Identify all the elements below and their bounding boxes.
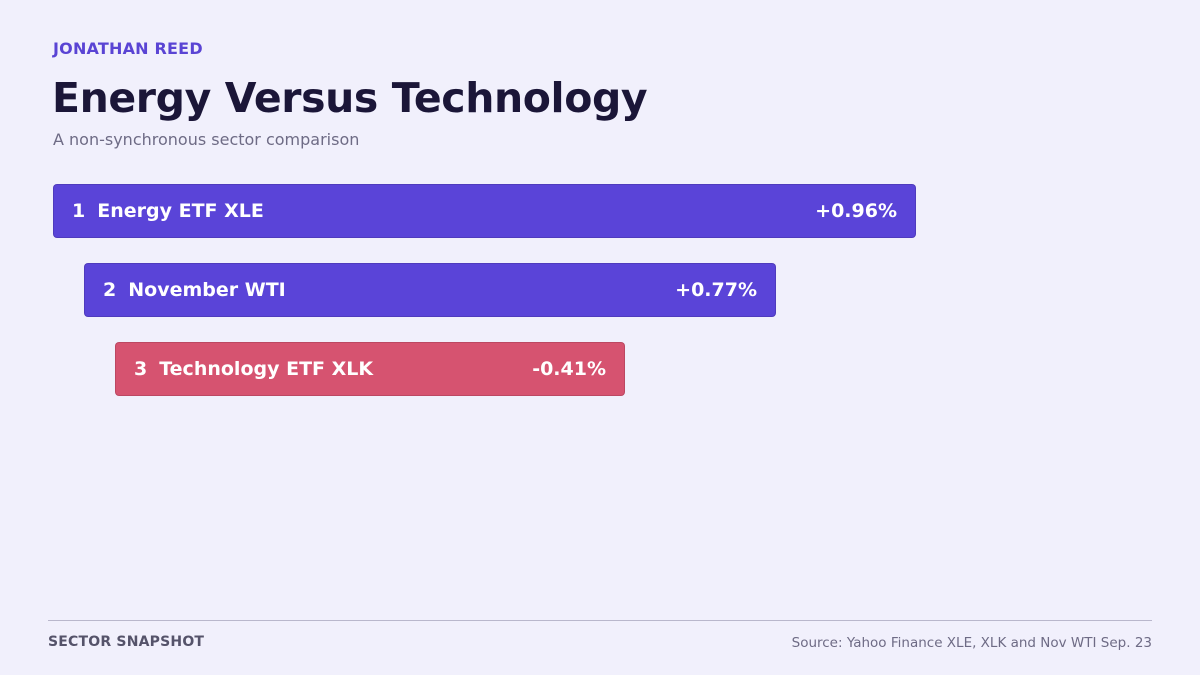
page-subtitle: A non-synchronous sector comparison [53,130,360,149]
bar-category: November WTI [128,279,286,301]
author-name: JONATHAN REED [53,39,203,58]
bar-value-label: +0.96% [815,200,897,222]
bar-label: 3 Technology ETF XLK [134,358,373,380]
bar-rank: 3 [134,358,148,380]
source-note: Source: Yahoo Finance XLE, XLK and Nov W… [791,635,1152,651]
page-title: Energy Versus Technology [52,74,648,122]
bar-category: Technology ETF XLK [159,358,374,380]
bar-value-label: -0.41% [532,358,606,380]
footer-label: SECTOR SNAPSHOT [48,634,205,650]
footer-divider [48,620,1152,621]
bar-2: 2 November WTI +0.77% [84,263,776,317]
bar-3: 3 Technology ETF XLK -0.41% [115,342,625,396]
bar-value-label: +0.77% [675,279,757,301]
bar-label: 2 November WTI [103,279,286,301]
bar-1: 1 Energy ETF XLE +0.96% [53,184,916,238]
bar-rank: 2 [103,279,117,301]
bar-category: Energy ETF XLE [97,200,264,222]
bar-label: 1 Energy ETF XLE [72,200,264,222]
bar-rank: 1 [72,200,86,222]
